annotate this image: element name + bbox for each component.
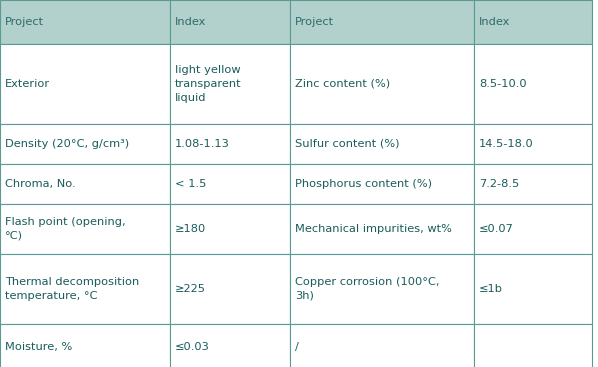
Text: ≤0.03: ≤0.03 (175, 342, 210, 352)
Bar (290, 0, 474, 44)
Text: Project: Project (295, 17, 334, 27)
Bar (170, 324, 290, 367)
Bar (0, 204, 170, 254)
Text: Chroma, No.: Chroma, No. (5, 179, 75, 189)
Bar (474, 44, 592, 124)
Text: Index: Index (479, 17, 510, 27)
Bar (170, 0, 290, 44)
Bar (0, 0, 170, 44)
Bar (170, 124, 290, 164)
Bar (0, 164, 170, 204)
Text: Moisture, %: Moisture, % (5, 342, 72, 352)
Text: Sulfur content (%): Sulfur content (%) (295, 139, 399, 149)
Bar (0, 324, 170, 367)
Text: Copper corrosion (100°C,
3h): Copper corrosion (100°C, 3h) (295, 277, 440, 301)
Text: Exterior: Exterior (5, 79, 50, 89)
Bar (474, 164, 592, 204)
Bar (290, 44, 474, 124)
Text: 7.2-8.5: 7.2-8.5 (479, 179, 519, 189)
Text: ≤1b: ≤1b (479, 284, 503, 294)
Text: ≥225: ≥225 (175, 284, 206, 294)
Text: Mechanical impurities, wt%: Mechanical impurities, wt% (295, 224, 452, 234)
Bar (290, 164, 474, 204)
Bar (290, 254, 474, 324)
Text: Flash point (opening,
°C): Flash point (opening, °C) (5, 217, 126, 241)
Bar (290, 204, 474, 254)
Bar (170, 164, 290, 204)
Bar (170, 44, 290, 124)
Bar (0, 44, 170, 124)
Text: < 1.5: < 1.5 (175, 179, 206, 189)
Bar (290, 124, 474, 164)
Text: 8.5-10.0: 8.5-10.0 (479, 79, 527, 89)
Bar (0, 124, 170, 164)
Bar (474, 254, 592, 324)
Text: 1.08-1.13: 1.08-1.13 (175, 139, 230, 149)
Text: light yellow
transparent
liquid: light yellow transparent liquid (175, 65, 242, 103)
Text: Project: Project (5, 17, 44, 27)
Text: ≥180: ≥180 (175, 224, 206, 234)
Bar (474, 124, 592, 164)
Text: Zinc content (%): Zinc content (%) (295, 79, 390, 89)
Bar (170, 204, 290, 254)
Text: Thermal decomposition
temperature, °C: Thermal decomposition temperature, °C (5, 277, 139, 301)
Text: Density (20°C, g/cm³): Density (20°C, g/cm³) (5, 139, 129, 149)
Text: Index: Index (175, 17, 206, 27)
Bar (474, 204, 592, 254)
Bar (474, 0, 592, 44)
Text: Phosphorus content (%): Phosphorus content (%) (295, 179, 432, 189)
Bar (474, 324, 592, 367)
Text: /: / (295, 342, 299, 352)
Text: ≤0.07: ≤0.07 (479, 224, 514, 234)
Bar (0, 254, 170, 324)
Bar (290, 324, 474, 367)
Bar (170, 254, 290, 324)
Text: 14.5-18.0: 14.5-18.0 (479, 139, 534, 149)
